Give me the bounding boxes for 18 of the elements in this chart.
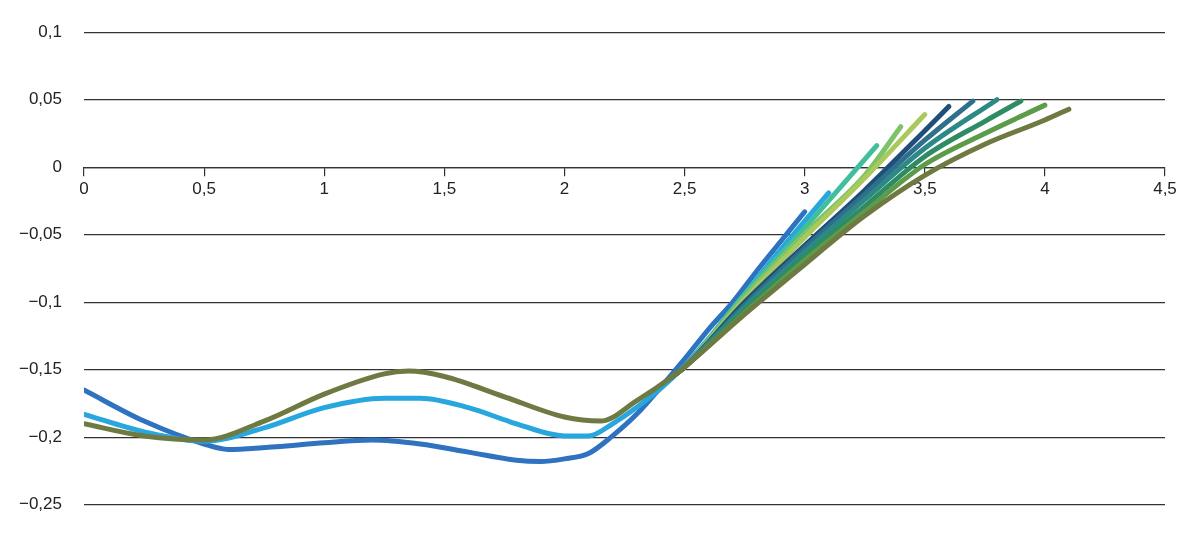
- y-tick-label: −0,05: [18, 224, 62, 244]
- x-tick-label: 1,5: [432, 179, 457, 199]
- y-tick-label: −0,15: [18, 359, 62, 379]
- y-tick-label: −0,1: [28, 291, 62, 311]
- x-tick-label: 2,5: [672, 179, 697, 199]
- x-tick-label: 0: [79, 179, 89, 199]
- x-tick-label: 3: [799, 179, 810, 199]
- x-tick-label: 3,5: [912, 179, 937, 199]
- y-tick-label: −0,25: [18, 494, 62, 514]
- x-tick-label: 0,5: [192, 179, 216, 199]
- y-tick-label: −0,2: [28, 426, 62, 446]
- x-tick-label: 4: [1040, 179, 1050, 199]
- y-tick-label: 0,1: [38, 21, 62, 41]
- y-tick-label: 0: [52, 156, 62, 176]
- x-tick-label: 2: [559, 179, 570, 199]
- y-tick-label: 0,05: [28, 89, 62, 109]
- x-tick-label: 1: [319, 179, 329, 199]
- x-tick-label: 4,5: [1153, 179, 1177, 199]
